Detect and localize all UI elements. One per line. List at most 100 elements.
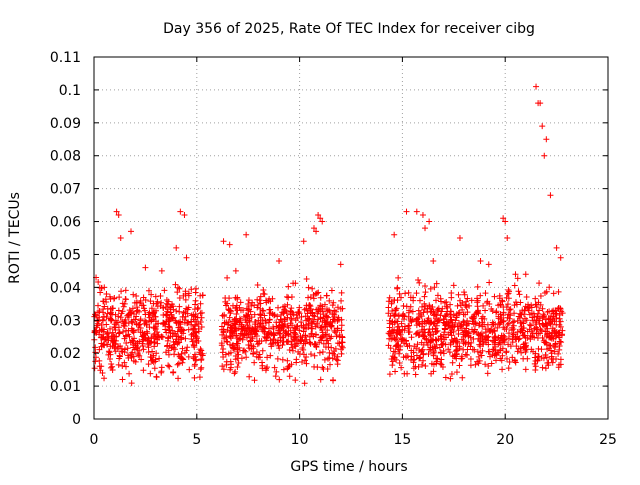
data-point (218, 340, 225, 347)
data-point (221, 311, 228, 318)
data-point (304, 316, 311, 323)
data-point (115, 211, 122, 218)
data-point (158, 364, 165, 371)
data-point (251, 329, 258, 336)
data-point (467, 334, 474, 341)
data-point (311, 341, 318, 348)
data-point (168, 344, 175, 351)
data-point (533, 83, 540, 90)
data-point (461, 331, 468, 338)
data-point (198, 323, 205, 330)
data-point (486, 279, 493, 286)
data-point (426, 218, 433, 225)
data-point (126, 333, 133, 340)
data-point (406, 322, 413, 329)
data-point (394, 342, 401, 349)
data-point (222, 351, 229, 358)
data-point (541, 152, 548, 159)
data-point (448, 370, 455, 377)
data-point (191, 374, 198, 381)
data-point (273, 368, 280, 375)
data-point (492, 347, 499, 354)
data-point (393, 356, 400, 363)
data-point (489, 307, 496, 314)
data-point (443, 303, 450, 310)
data-point (96, 357, 103, 364)
x-tick-label: 25 (599, 432, 617, 448)
data-point (444, 310, 451, 317)
data-point (223, 338, 230, 345)
data-point (398, 320, 405, 327)
data-point (319, 335, 326, 342)
data-point (395, 312, 402, 319)
data-point (500, 337, 507, 344)
data-point (109, 329, 116, 336)
data-point (452, 353, 459, 360)
data-point (420, 332, 427, 339)
data-point (219, 363, 226, 370)
data-point (91, 365, 98, 372)
data-point (550, 307, 557, 314)
data-point (439, 305, 446, 312)
data-point (327, 323, 334, 330)
data-point (249, 299, 256, 306)
y-tick-label: 0.01 (50, 379, 81, 395)
data-point (107, 325, 114, 332)
data-point (130, 291, 137, 298)
data-point (284, 322, 291, 329)
data-point (485, 333, 492, 340)
data-point (224, 339, 231, 346)
data-point (440, 347, 447, 354)
data-point (324, 337, 331, 344)
data-point (324, 365, 331, 372)
data-point (510, 326, 517, 333)
data-point (133, 292, 140, 299)
data-point (534, 313, 541, 320)
data-point (153, 350, 160, 357)
data-point (251, 359, 258, 366)
data-point (394, 297, 401, 304)
data-point (442, 322, 449, 329)
data-point (228, 322, 235, 329)
data-point (297, 336, 304, 343)
data-point (421, 306, 428, 313)
data-point (511, 282, 518, 289)
data-point (140, 346, 147, 353)
data-point (156, 355, 163, 362)
data-point (434, 306, 441, 313)
data-point (500, 324, 507, 331)
data-point (134, 350, 141, 357)
data-point (522, 271, 529, 278)
data-point (165, 323, 172, 330)
data-point (532, 358, 539, 365)
data-point (220, 328, 227, 335)
data-point (331, 348, 338, 355)
data-point (482, 307, 489, 314)
data-point (250, 350, 257, 357)
data-point (145, 361, 152, 368)
data-point (388, 330, 395, 337)
data-point (182, 313, 189, 320)
data-point (512, 334, 519, 341)
data-point (531, 354, 538, 361)
data-point (509, 333, 516, 340)
data-point (288, 341, 295, 348)
data-point (145, 287, 152, 294)
data-point (504, 235, 511, 241)
data-point (191, 363, 198, 370)
data-point (470, 335, 477, 342)
data-point (523, 317, 530, 324)
data-point (116, 355, 123, 362)
data-point (408, 334, 415, 341)
data-point (232, 267, 239, 274)
data-point (188, 286, 195, 293)
data-point (119, 300, 126, 307)
data-point (279, 356, 286, 363)
data-point (395, 346, 402, 353)
data-point (543, 322, 550, 329)
data-point (503, 294, 510, 301)
data-point (431, 284, 438, 291)
data-point (556, 343, 563, 350)
data-point (197, 346, 204, 353)
data-point (251, 311, 258, 318)
